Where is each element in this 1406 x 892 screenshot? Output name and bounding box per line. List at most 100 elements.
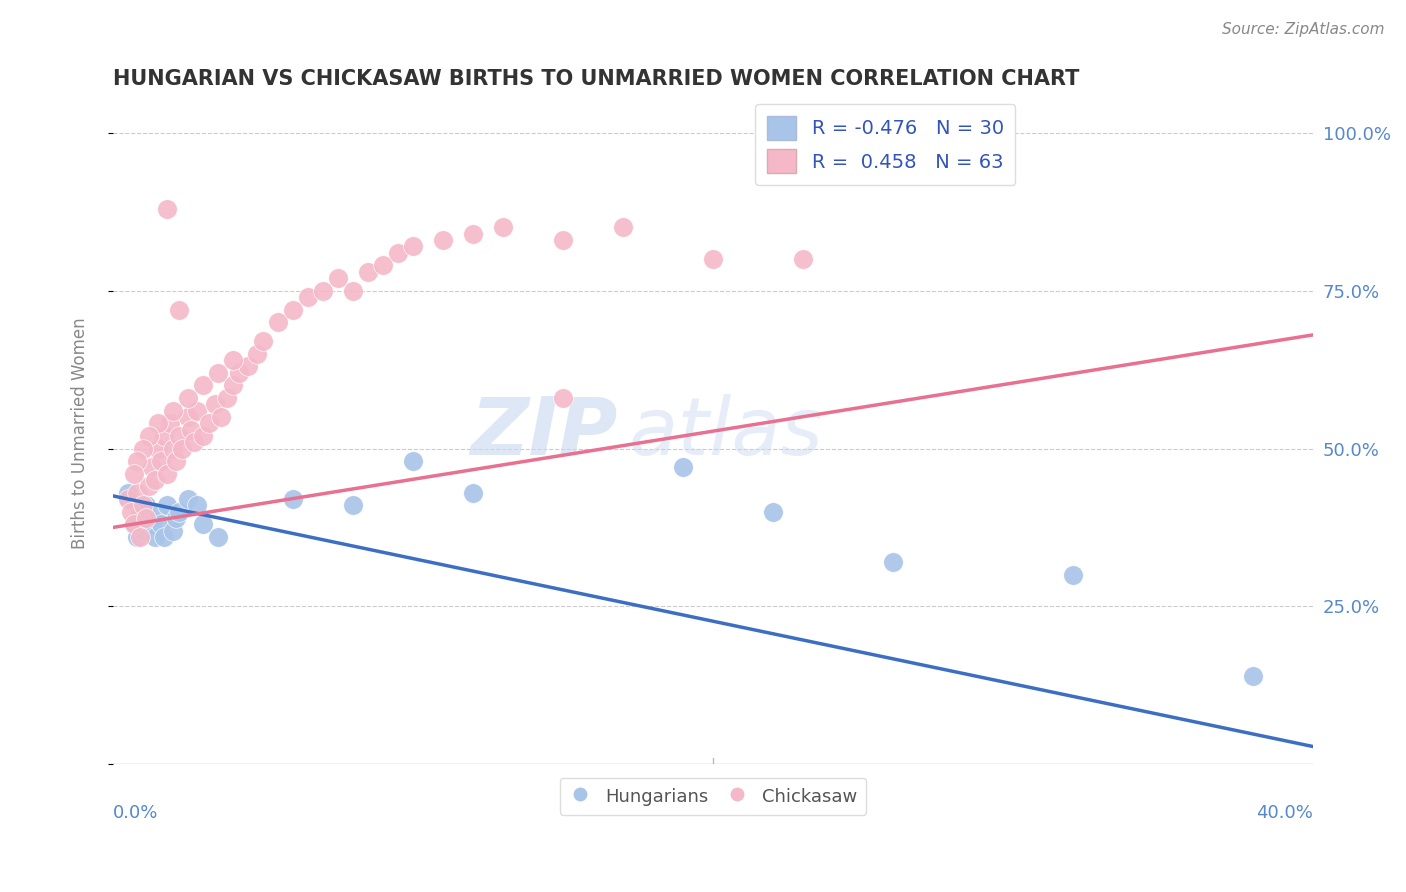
Point [222,378,245,392]
Point [141,517,163,532]
Point [186,403,208,417]
Point [432,233,454,247]
Point [267,315,290,329]
Point [117,491,139,506]
Point [165,454,187,468]
Point [1241,669,1264,683]
Point [402,239,425,253]
Point [135,499,157,513]
Point [236,359,259,374]
Text: Source: ZipAtlas.com: Source: ZipAtlas.com [1222,22,1385,37]
Point [146,505,169,519]
Point [135,511,157,525]
Point [146,417,169,431]
Point [198,417,221,431]
Point [177,409,200,424]
Point [156,467,179,481]
Point [191,378,214,392]
Point [170,442,193,456]
Point [180,423,202,437]
Point [191,517,214,532]
Point [191,429,214,443]
Point [159,417,181,431]
Point [117,491,139,506]
Point [128,505,150,519]
Point [281,491,304,506]
Text: HUNGARIAN VS CHICKASAW BIRTHS TO UNMARRIED WOMEN CORRELATION CHART: HUNGARIAN VS CHICKASAW BIRTHS TO UNMARRI… [112,69,1080,88]
Point [120,505,142,519]
Point [461,485,484,500]
Point [132,499,155,513]
Point [312,284,335,298]
Point [612,220,634,235]
Point [183,435,205,450]
Point [153,530,176,544]
Point [252,334,274,348]
Point [207,366,229,380]
Point [177,491,200,506]
Point [702,252,724,266]
Point [204,397,226,411]
Y-axis label: Births to Unmarried Women: Births to Unmarried Women [72,317,89,549]
Point [122,467,145,481]
Point [149,454,172,468]
Point [125,454,148,468]
Text: 40.0%: 40.0% [1257,804,1313,822]
Point [167,302,190,317]
Point [207,530,229,544]
Point [149,517,172,532]
Point [387,245,409,260]
Point [162,524,184,538]
Point [792,252,814,266]
Point [138,429,160,443]
Point [153,429,176,443]
Text: ZIP: ZIP [470,393,617,472]
Point [461,227,484,241]
Point [122,517,145,532]
Legend: Hungarians, Chickasaw: Hungarians, Chickasaw [560,778,866,815]
Point [551,391,574,405]
Point [215,391,238,405]
Point [228,366,250,380]
Point [125,530,148,544]
Point [357,265,380,279]
Point [122,517,145,532]
Point [143,530,166,544]
Point [281,302,304,317]
Point [117,485,139,500]
Point [326,271,349,285]
Point [162,442,184,456]
Point [167,429,190,443]
Point [141,460,163,475]
Point [165,511,187,525]
Point [167,505,190,519]
Point [762,505,785,519]
Text: atlas: atlas [628,393,824,472]
Point [1062,567,1084,582]
Point [132,524,155,538]
Point [246,347,269,361]
Point [402,454,425,468]
Point [209,409,232,424]
Point [342,499,364,513]
Point [342,284,364,298]
Point [177,391,200,405]
Point [146,442,169,456]
Point [672,460,695,475]
Point [371,259,394,273]
Point [125,485,148,500]
Point [143,473,166,487]
Point [128,530,150,544]
Point [156,202,179,216]
Point [138,479,160,493]
Point [297,290,319,304]
Text: 0.0%: 0.0% [112,804,159,822]
Point [222,353,245,368]
Point [186,499,208,513]
Point [138,511,160,525]
Point [882,555,904,569]
Point [162,403,184,417]
Point [156,499,179,513]
Point [132,442,155,456]
Point [492,220,515,235]
